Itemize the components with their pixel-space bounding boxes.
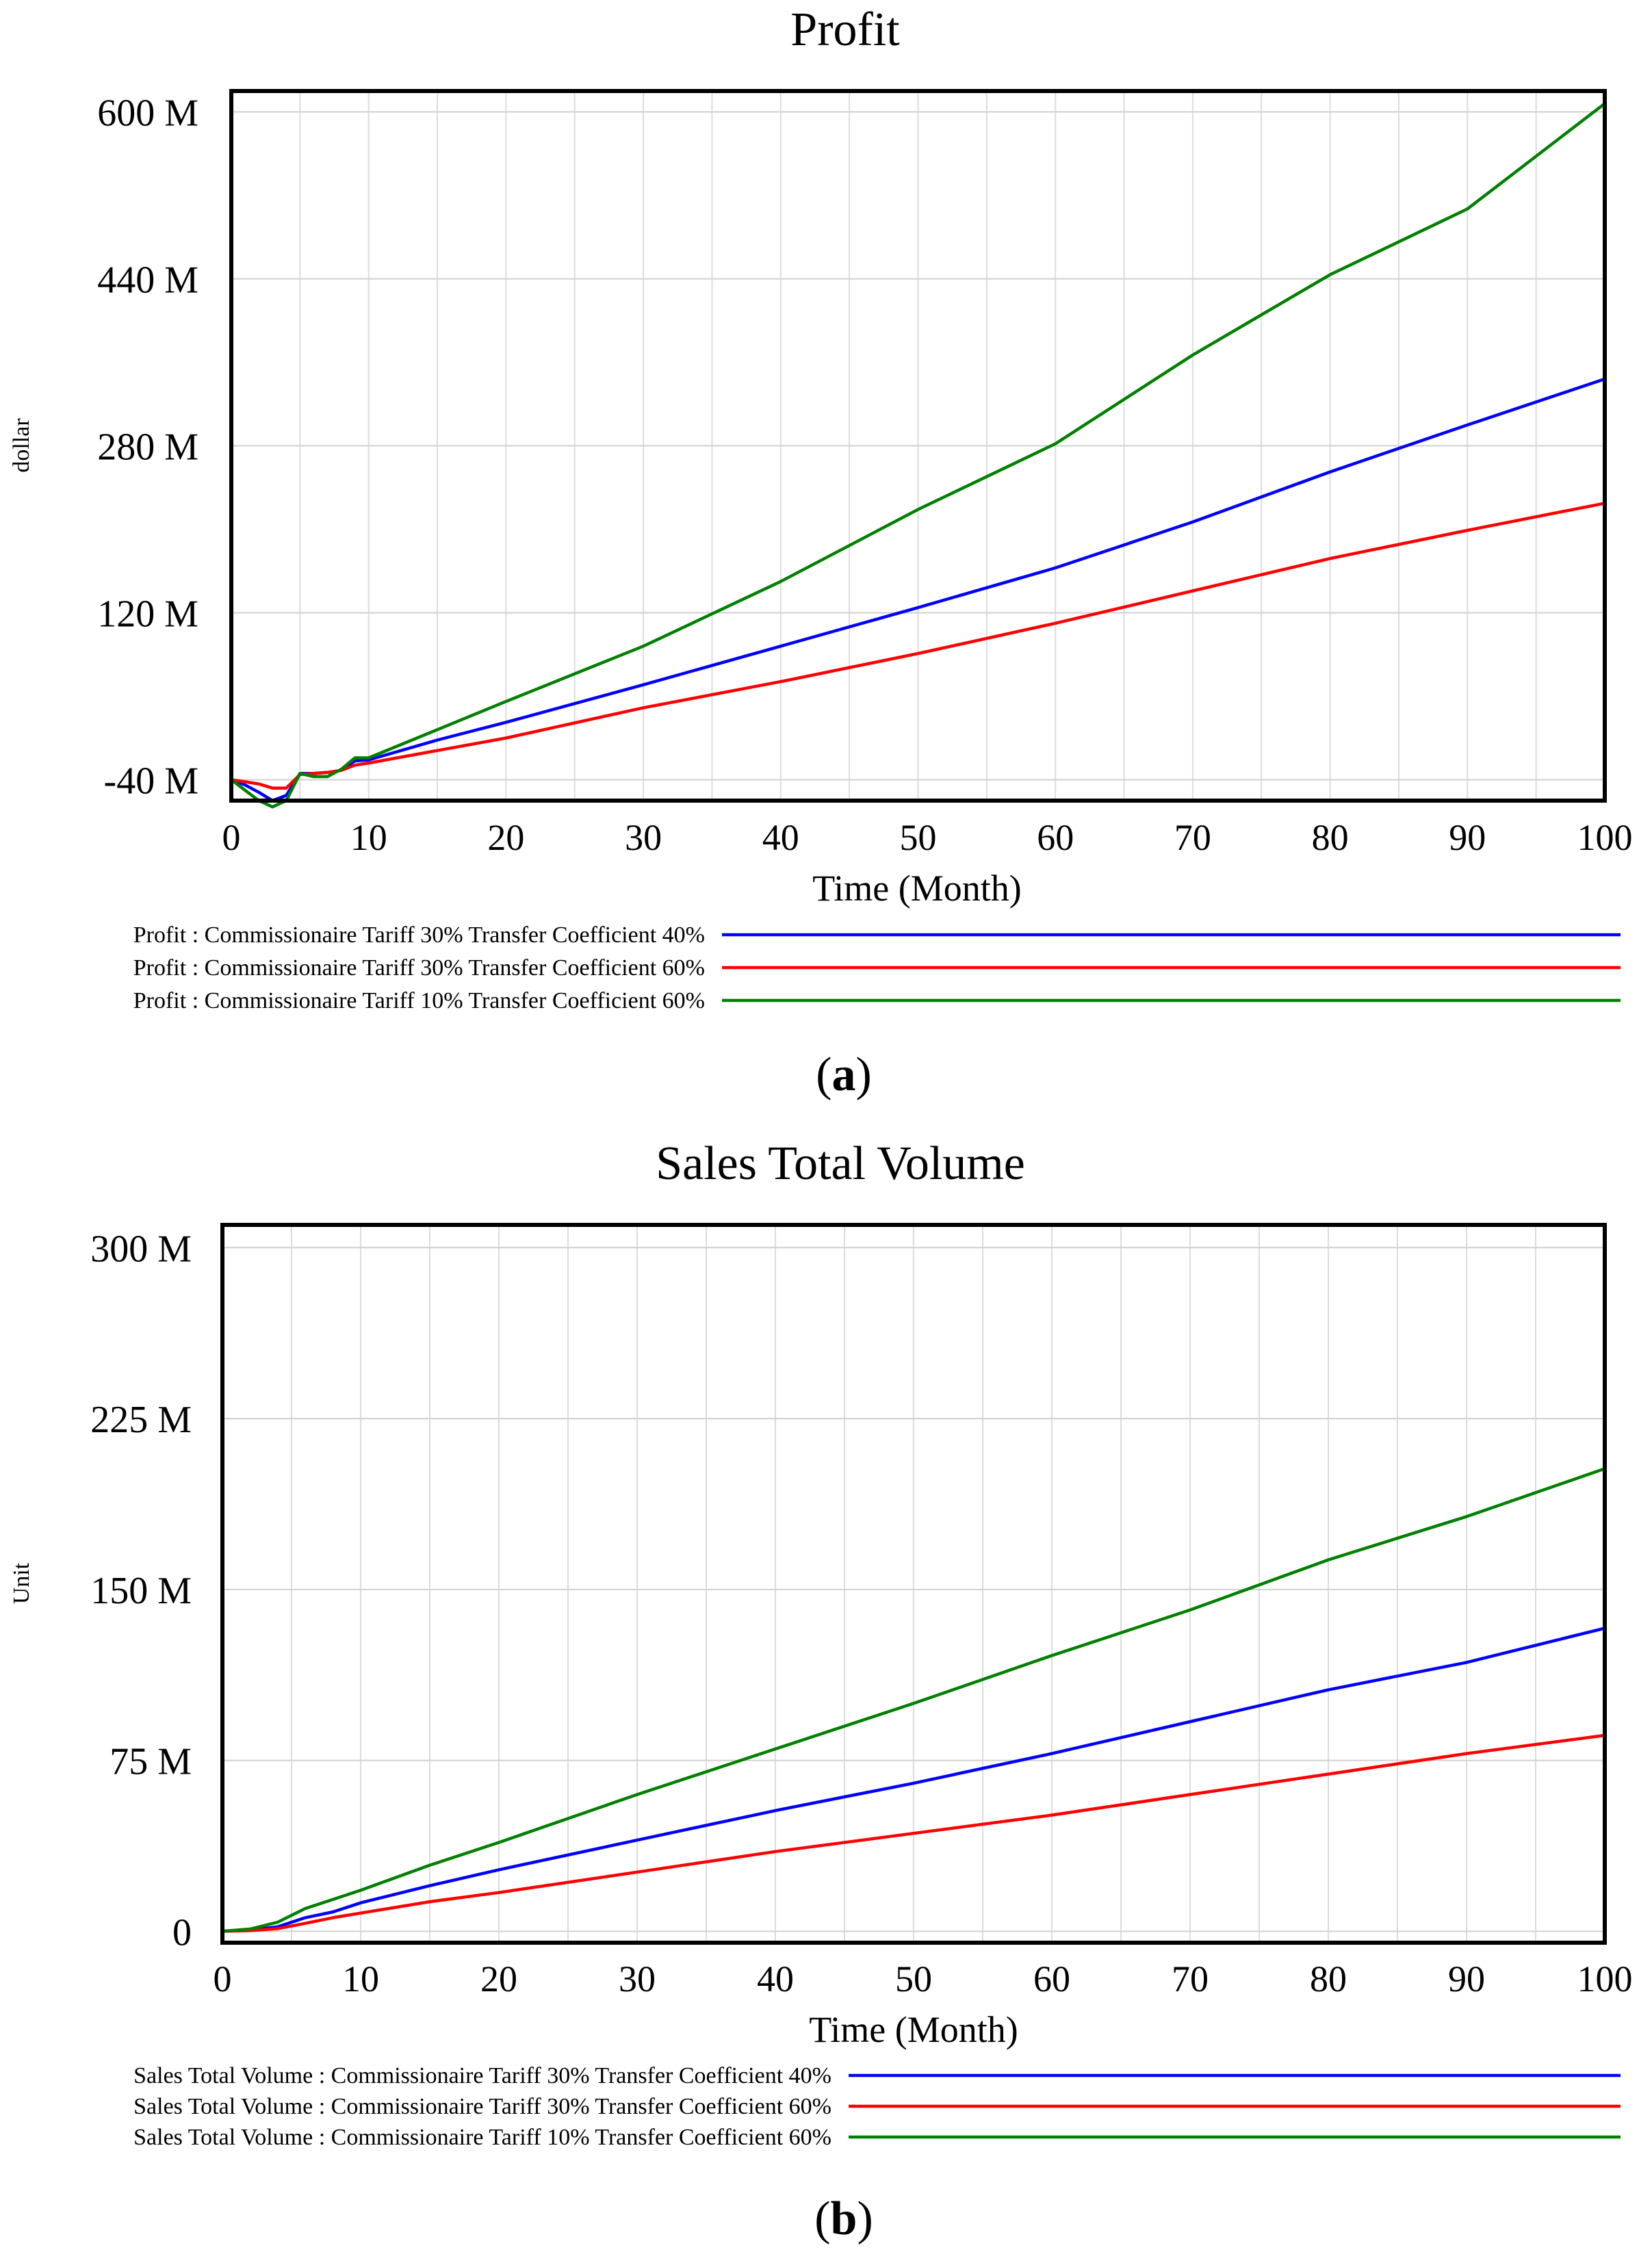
x-axis-label: Time (Month)	[809, 2009, 1018, 2050]
x-tick-label: 40	[757, 1958, 794, 1999]
x-axis-label: Time (Month)	[812, 868, 1022, 909]
series-lines	[222, 1467, 1605, 1933]
x-tick-label: 100	[1577, 1958, 1633, 1999]
x-tick-label: 60	[1037, 817, 1074, 858]
x-tick-label: 60	[1033, 1958, 1070, 1999]
legend-label: Sales Total Volume : Commissionaire Tari…	[133, 2094, 831, 2119]
series-line	[222, 1467, 1605, 1933]
panel-label: (b)	[814, 2192, 873, 2245]
panel-label: (a)	[816, 1048, 872, 1101]
plot-frame	[220, 1223, 1607, 1945]
x-tick-label: 30	[625, 817, 662, 858]
series-line	[222, 1733, 1605, 1933]
y-tick-label: 440 M	[97, 259, 198, 302]
chart-title: Sales Total Volume	[656, 1137, 1025, 1190]
x-tick-label: 50	[895, 1958, 932, 1999]
x-tick-label: 0	[222, 817, 241, 858]
x-tick-label: 80	[1312, 817, 1349, 858]
x-tick-label: 0	[214, 1958, 232, 1999]
y-tick-label: 600 M	[97, 92, 198, 135]
y-tick-label: 280 M	[97, 426, 198, 469]
x-tick-label: 90	[1449, 817, 1486, 858]
y-tick-labels: -40 M 120 M 280 M 440 M 600 M	[97, 92, 198, 803]
x-tick-label: 70	[1174, 817, 1211, 858]
legend: Profit : Commissionaire Tariff 30% Trans…	[133, 922, 1621, 1013]
legend-label: Sales Total Volume : Commissionaire Tari…	[133, 2125, 831, 2150]
x-tick-label: 90	[1448, 1958, 1485, 1999]
y-tick-label: 0	[172, 1911, 192, 1954]
y-axis-label: Unit	[9, 1562, 34, 1604]
x-tick-label: 10	[342, 1958, 379, 1999]
legend-label: Profit : Commissionaire Tariff 30% Trans…	[133, 955, 705, 981]
legend-label: Profit : Commissionaire Tariff 30% Trans…	[133, 922, 705, 948]
x-tick-label: 100	[1577, 817, 1633, 858]
profit-chart: Profit -40 M 120 M 280 M 440 M 600 M 0 10 20 30…	[9, 3, 1633, 1101]
legend-label: Sales Total Volume : Commissionaire Tari…	[133, 2063, 831, 2088]
y-axis-label: dollar	[9, 418, 34, 473]
x-tick-label: 10	[350, 817, 387, 858]
plot-frame	[229, 89, 1607, 803]
series-line	[222, 1627, 1605, 1933]
y-tick-label: -40 M	[104, 760, 198, 803]
legend: Sales Total Volume : Commissionaire Tari…	[133, 2063, 1621, 2150]
x-tick-label: 40	[762, 817, 799, 858]
x-tick-label: 50	[900, 817, 937, 858]
x-tick-label: 20	[487, 817, 524, 858]
y-tick-label: 75 M	[109, 1741, 192, 1783]
grid	[231, 91, 1605, 801]
x-tick-label: 30	[619, 1958, 656, 1999]
series-line	[231, 502, 1605, 790]
y-tick-label: 120 M	[97, 593, 198, 636]
series-line	[230, 102, 1606, 809]
y-tick-label: 300 M	[90, 1228, 192, 1270]
x-tick-label: 70	[1172, 1958, 1209, 1999]
y-tick-label: 225 M	[90, 1399, 192, 1441]
x-tick-labels: 0 10 20 30 40 50 60 70 80 90 100	[214, 1958, 1633, 1999]
x-tick-label: 80	[1310, 1958, 1347, 1999]
y-tick-label: 150 M	[90, 1570, 192, 1612]
x-tick-labels: 0 10 20 30 40 50 60 70 80 90 100	[222, 817, 1633, 858]
grid	[222, 1225, 1605, 1943]
y-tick-labels: 0 75 M 150 M 225 M 300 M	[90, 1228, 192, 1954]
x-tick-label: 20	[480, 1958, 517, 1999]
chart-title: Profit	[790, 3, 900, 56]
legend-label: Profit : Commissionaire Tariff 10% Trans…	[133, 988, 705, 1013]
